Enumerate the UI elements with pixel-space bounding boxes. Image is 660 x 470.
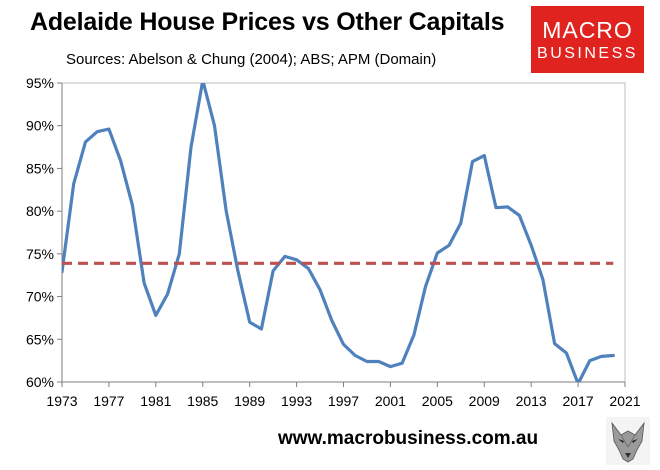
macrobusiness-logo: MACRO BUSINESS: [531, 6, 644, 73]
x-tick-label: 1985: [187, 393, 218, 409]
y-tick-label: 95%: [26, 75, 54, 91]
y-tick-label: 75%: [26, 246, 54, 262]
x-tick-label: 1977: [93, 393, 124, 409]
footer-url: www.macrobusiness.com.au: [278, 428, 539, 449]
chart-title: Adelaide House Prices vs Other Capitals: [30, 8, 505, 36]
y-tick-label: 80%: [26, 203, 54, 219]
chart-subtitle: Sources: Abelson & Chung (2004); ABS; AP…: [66, 51, 437, 68]
x-tick-label: 2001: [375, 393, 406, 409]
x-tick-label: 1973: [46, 393, 77, 409]
x-tick-label: 1981: [140, 393, 171, 409]
x-tick-label: 2005: [422, 393, 453, 409]
x-tick-label: 2013: [516, 393, 547, 409]
logo-line-1: MACRO: [542, 17, 633, 43]
adelaide-ratio-line: [62, 83, 615, 382]
wolf-logo-icon: [606, 417, 650, 465]
x-tick-label: 1997: [328, 393, 359, 409]
y-tick-label: 70%: [26, 289, 54, 305]
x-tick-label: 2021: [609, 393, 640, 409]
plot-area-border: [61, 82, 626, 383]
y-tick-label: 85%: [26, 160, 54, 176]
logo-line-2: BUSINESS: [537, 45, 638, 62]
x-tick-label: 1989: [234, 393, 265, 409]
y-tick-label: 90%: [26, 118, 54, 134]
y-tick-label: 65%: [26, 331, 54, 347]
x-tick-label: 1993: [281, 393, 312, 409]
x-tick-label: 2017: [563, 393, 594, 409]
y-tick-label: 60%: [26, 374, 54, 390]
x-tick-label: 2009: [469, 393, 500, 409]
